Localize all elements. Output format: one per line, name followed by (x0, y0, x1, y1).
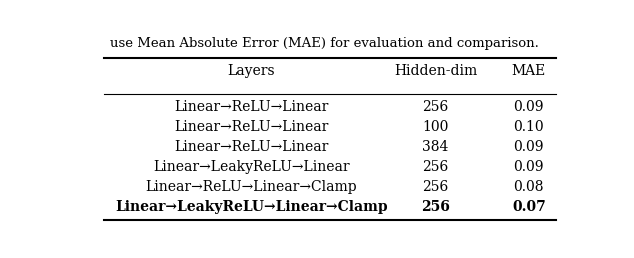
Text: 0.07: 0.07 (512, 200, 546, 214)
Text: 256: 256 (422, 160, 449, 174)
Text: 256: 256 (422, 180, 449, 194)
Text: 256: 256 (421, 200, 450, 214)
Text: 384: 384 (422, 140, 449, 154)
Text: Linear→ReLU→Linear: Linear→ReLU→Linear (174, 119, 328, 134)
Text: Linear→LeakyReLU→Linear→Clamp: Linear→LeakyReLU→Linear→Clamp (115, 200, 387, 214)
Text: use Mean Absolute Error (MAE) for evaluation and comparison.: use Mean Absolute Error (MAE) for evalua… (110, 37, 540, 50)
Text: 0.10: 0.10 (514, 119, 544, 134)
Text: 0.09: 0.09 (514, 140, 544, 154)
Text: Hidden-dim: Hidden-dim (394, 64, 477, 78)
Text: 0.09: 0.09 (514, 100, 544, 114)
Text: 256: 256 (422, 100, 449, 114)
Text: 0.08: 0.08 (514, 180, 544, 194)
Text: MAE: MAE (512, 64, 546, 78)
Text: Linear→ReLU→Linear→Clamp: Linear→ReLU→Linear→Clamp (145, 180, 357, 194)
Text: Linear→ReLU→Linear: Linear→ReLU→Linear (174, 140, 328, 154)
Text: 100: 100 (422, 119, 449, 134)
Text: 0.09: 0.09 (514, 160, 544, 174)
Text: Linear→LeakyReLU→Linear: Linear→LeakyReLU→Linear (153, 160, 349, 174)
Text: Linear→ReLU→Linear: Linear→ReLU→Linear (174, 100, 328, 114)
Text: Layers: Layers (228, 64, 275, 78)
